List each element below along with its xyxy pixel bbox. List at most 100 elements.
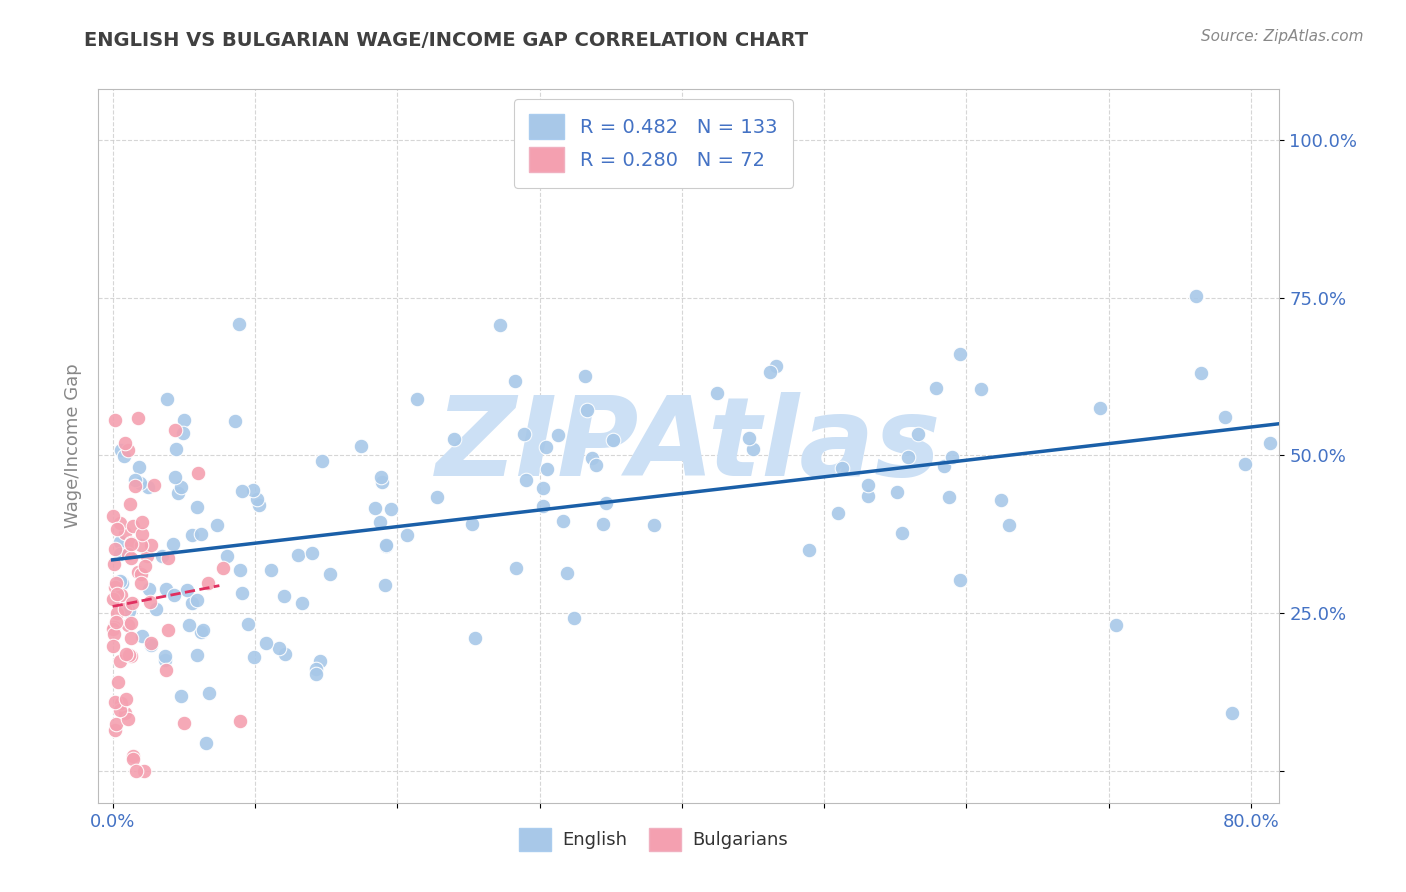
Point bbox=[118, 497, 141, 511]
Point bbox=[108, 547, 131, 561]
Point bbox=[886, 485, 908, 500]
Point bbox=[856, 489, 879, 503]
Point bbox=[120, 649, 142, 664]
Point bbox=[243, 649, 266, 664]
Point bbox=[259, 563, 281, 577]
Point bbox=[127, 410, 149, 425]
Point bbox=[891, 526, 914, 541]
Point bbox=[111, 576, 134, 591]
Point bbox=[110, 703, 132, 717]
Point bbox=[170, 689, 193, 703]
Point bbox=[173, 413, 195, 427]
Point bbox=[145, 602, 167, 616]
Point bbox=[576, 403, 599, 417]
Point bbox=[197, 576, 219, 591]
Point bbox=[120, 536, 142, 550]
Point bbox=[108, 574, 131, 588]
Point bbox=[105, 586, 128, 600]
Point bbox=[180, 528, 202, 542]
Point bbox=[190, 526, 212, 541]
Point bbox=[291, 596, 314, 610]
Point bbox=[139, 595, 162, 609]
Point bbox=[941, 450, 963, 464]
Point bbox=[406, 392, 429, 407]
Point bbox=[831, 461, 853, 475]
Point bbox=[107, 522, 129, 536]
Point bbox=[120, 537, 142, 551]
Text: ENGLISH VS BULGARIAN WAGE/INCOME GAP CORRELATION CHART: ENGLISH VS BULGARIAN WAGE/INCOME GAP COR… bbox=[84, 31, 808, 50]
Point bbox=[1258, 436, 1281, 450]
Point bbox=[505, 560, 527, 574]
Point bbox=[595, 495, 617, 509]
Point bbox=[165, 470, 187, 484]
Point bbox=[136, 549, 159, 563]
Point bbox=[128, 459, 150, 474]
Point bbox=[273, 590, 295, 604]
Point bbox=[231, 586, 253, 600]
Point bbox=[311, 454, 333, 468]
Point bbox=[531, 481, 554, 495]
Point bbox=[110, 655, 132, 669]
Point bbox=[461, 516, 484, 531]
Point bbox=[443, 432, 465, 446]
Point bbox=[120, 550, 142, 565]
Point bbox=[190, 625, 212, 640]
Point bbox=[238, 616, 260, 631]
Point bbox=[136, 480, 159, 494]
Point bbox=[103, 592, 125, 607]
Point bbox=[374, 538, 396, 552]
Point bbox=[110, 696, 132, 710]
Point bbox=[165, 423, 187, 437]
Point bbox=[124, 473, 146, 487]
Point bbox=[375, 539, 398, 553]
Point bbox=[1191, 366, 1213, 380]
Point bbox=[229, 563, 252, 577]
Point bbox=[167, 485, 190, 500]
Point bbox=[117, 617, 139, 632]
Point bbox=[205, 518, 228, 533]
Point bbox=[104, 575, 127, 590]
Point bbox=[643, 517, 665, 532]
Point bbox=[129, 576, 152, 591]
Point bbox=[997, 518, 1019, 533]
Point bbox=[104, 580, 127, 594]
Point bbox=[1184, 289, 1206, 303]
Point bbox=[562, 611, 585, 625]
Point bbox=[1213, 410, 1236, 425]
Point bbox=[547, 428, 569, 442]
Point bbox=[592, 516, 614, 531]
Point bbox=[155, 582, 177, 596]
Point bbox=[120, 632, 142, 646]
Point bbox=[118, 648, 141, 662]
Point bbox=[304, 662, 326, 676]
Point bbox=[176, 582, 198, 597]
Point bbox=[897, 450, 920, 464]
Point bbox=[304, 667, 326, 681]
Point bbox=[110, 535, 132, 549]
Point bbox=[155, 663, 177, 677]
Point bbox=[287, 548, 309, 562]
Point bbox=[186, 593, 208, 607]
Point bbox=[489, 318, 512, 332]
Point bbox=[104, 413, 127, 427]
Point bbox=[114, 435, 136, 450]
Point bbox=[970, 382, 993, 396]
Point bbox=[464, 631, 486, 645]
Point bbox=[269, 641, 291, 656]
Point bbox=[228, 714, 250, 728]
Point bbox=[555, 566, 578, 581]
Point bbox=[191, 624, 214, 638]
Point bbox=[513, 426, 536, 441]
Point bbox=[115, 647, 138, 661]
Y-axis label: Wage/Income Gap: Wage/Income Gap bbox=[63, 364, 82, 528]
Point bbox=[741, 442, 763, 456]
Point bbox=[534, 440, 557, 454]
Point bbox=[165, 442, 187, 457]
Point bbox=[187, 466, 209, 480]
Point bbox=[131, 629, 153, 643]
Point bbox=[195, 736, 218, 750]
Point bbox=[156, 392, 179, 407]
Point bbox=[114, 602, 136, 616]
Point bbox=[370, 516, 392, 530]
Point bbox=[117, 442, 139, 457]
